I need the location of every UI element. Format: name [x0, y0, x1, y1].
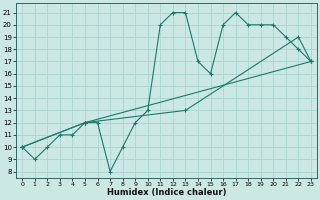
X-axis label: Humidex (Indice chaleur): Humidex (Indice chaleur) [107, 188, 226, 197]
